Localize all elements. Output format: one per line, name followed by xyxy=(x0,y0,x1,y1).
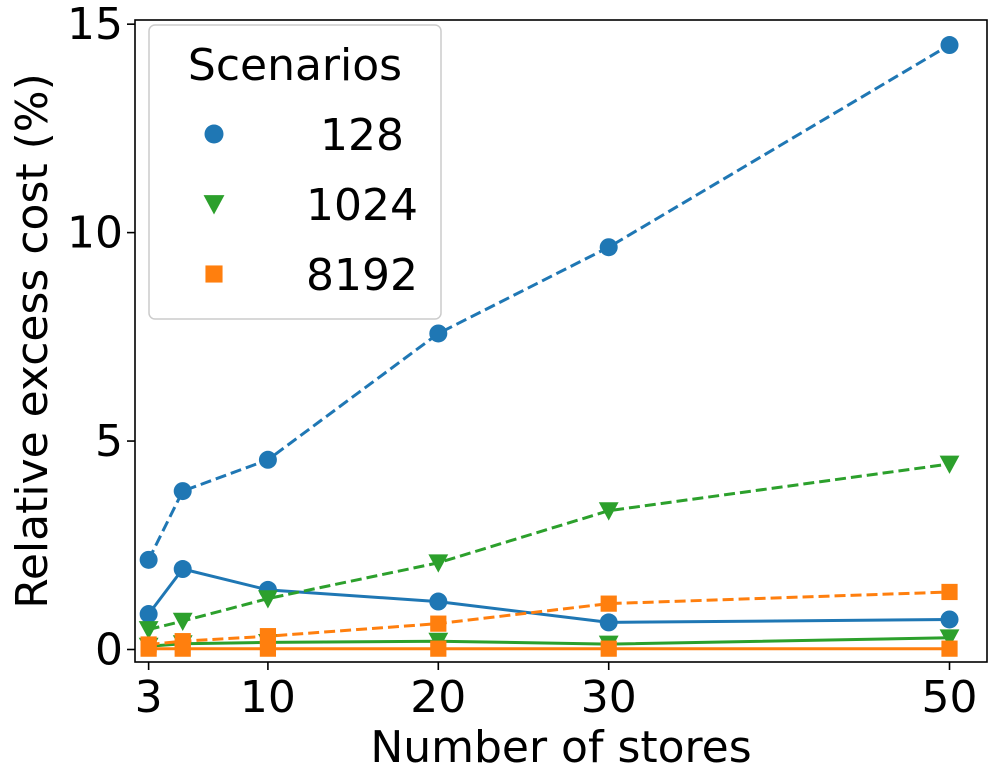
data-point xyxy=(140,640,157,657)
data-point xyxy=(258,450,277,469)
x-axis-label: Number of stores xyxy=(370,722,751,773)
data-point xyxy=(258,590,278,609)
series-layer xyxy=(138,36,960,657)
data-point xyxy=(939,629,960,648)
x-tick-label: 20 xyxy=(410,672,466,723)
plot-frame xyxy=(134,19,988,663)
data-point xyxy=(599,613,618,632)
y-axis-label: Relative excess cost (%) xyxy=(7,73,58,609)
y-tick-label: 0 xyxy=(95,624,123,675)
x-tick-label: 10 xyxy=(240,672,296,723)
legend-entry: 8192 xyxy=(205,250,418,301)
data-point xyxy=(430,640,447,657)
data-point xyxy=(941,640,958,657)
x-tick-label: 30 xyxy=(581,672,637,723)
data-point xyxy=(940,36,959,55)
data-point xyxy=(139,605,158,624)
data-point xyxy=(139,550,158,569)
series-line xyxy=(147,43,951,561)
series-5 xyxy=(140,640,958,657)
data-point xyxy=(941,583,958,601)
data-point xyxy=(599,238,618,257)
axis-ticks: 3 10 20 30 50 0 5 10 15 xyxy=(67,0,978,723)
series-line xyxy=(148,462,950,631)
y-tick-label: 15 xyxy=(67,0,123,50)
x-tick-label: 3 xyxy=(135,672,163,723)
data-point xyxy=(259,628,277,645)
data-point xyxy=(940,610,959,629)
data-point xyxy=(430,615,447,632)
legend-marker xyxy=(203,195,225,215)
series-0 xyxy=(139,36,959,569)
data-point xyxy=(173,482,192,501)
data-point xyxy=(600,595,617,612)
data-point xyxy=(600,640,617,657)
legend-label: 1024 xyxy=(306,180,418,231)
legend-entry: 1024 xyxy=(203,180,418,231)
legend-label: 128 xyxy=(320,110,404,161)
data-point xyxy=(174,640,191,657)
data-point xyxy=(173,560,192,579)
series-2 xyxy=(138,455,960,640)
legend: Scenarios 128 1024 8192 xyxy=(148,24,442,320)
y-tick-label: 10 xyxy=(67,208,123,259)
data-point xyxy=(428,554,449,573)
data-point xyxy=(429,324,448,343)
data-point xyxy=(429,592,448,611)
series-line xyxy=(148,590,950,646)
y-tick-label: 5 xyxy=(95,416,123,467)
legend-marker xyxy=(205,265,223,283)
data-point xyxy=(939,455,960,474)
series-1 xyxy=(139,560,959,632)
data-point xyxy=(598,502,619,521)
legend-entries: 128 1024 8192 xyxy=(203,110,418,301)
legend-label: 8192 xyxy=(306,250,418,301)
series-line xyxy=(147,567,950,624)
x-tick-label: 50 xyxy=(922,672,978,723)
data-point xyxy=(259,640,277,657)
legend-title: Scenarios xyxy=(188,40,402,91)
legend-box xyxy=(148,24,442,320)
data-point xyxy=(172,612,193,632)
legend-marker xyxy=(204,124,224,144)
data-point xyxy=(138,621,159,640)
legend-entry: 128 xyxy=(204,110,404,161)
